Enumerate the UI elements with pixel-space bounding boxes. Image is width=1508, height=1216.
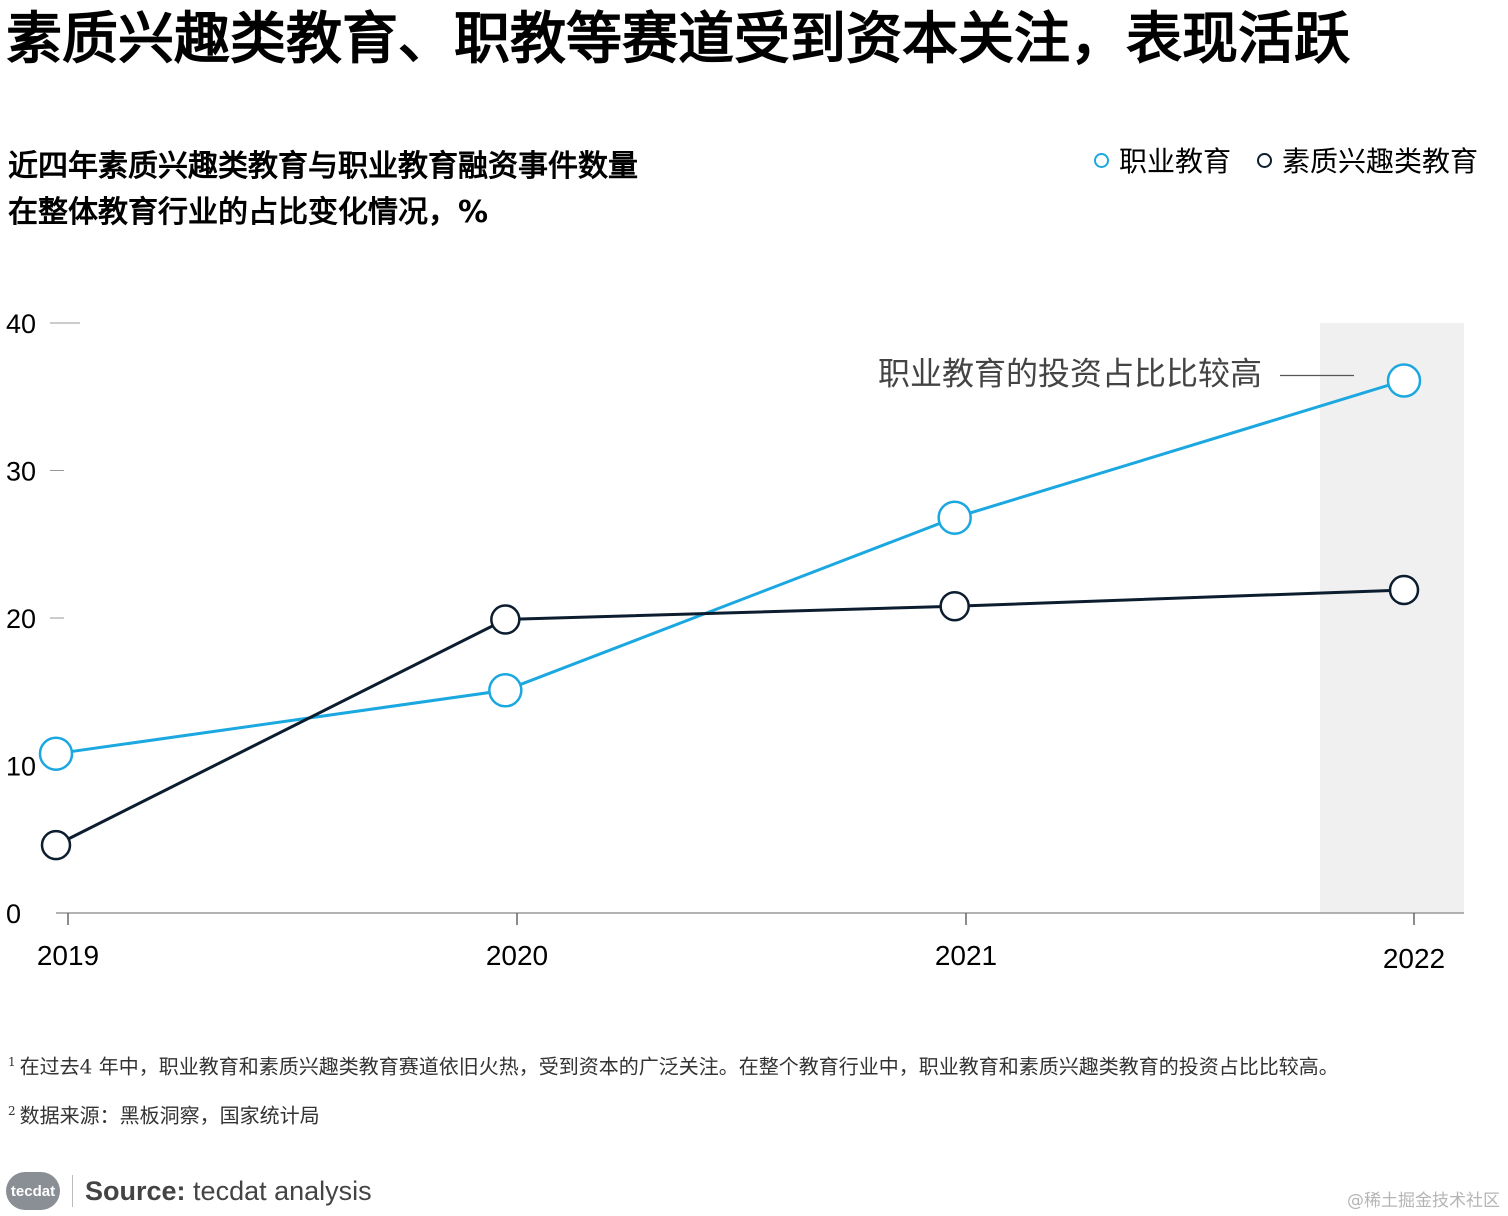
source-divider [72, 1175, 73, 1207]
y-tick-label: 40 [6, 309, 36, 339]
legend-item-vocational: 职业教育 [1093, 140, 1231, 180]
annotation-text: 职业教育的投资占比比较高 [878, 355, 1262, 393]
footnote-1-text: 在过去4 年中，职业教育和素质兴趣类教育赛道依旧火热，受到资本的广泛关注。在整个… [19, 1054, 1339, 1079]
data-point-vocational [937, 500, 972, 535]
data-point-vocational [488, 673, 523, 708]
series-line-quality [55, 588, 1405, 847]
y-tick-label: 10 [6, 752, 36, 782]
data-point-quality [939, 590, 970, 622]
source-value: tecdat analysis [193, 1175, 372, 1206]
highlight-band-2022 [1320, 323, 1464, 913]
data-point-quality [1388, 574, 1420, 606]
data-point-vocational [1386, 363, 1422, 398]
y-tick-label: 20 [6, 604, 36, 634]
chart-annotation: 职业教育的投资占比比较高 [878, 355, 1354, 393]
series-line-vocational [55, 379, 1405, 756]
footnote-1-mark: 1 [8, 1055, 16, 1069]
legend-marker-quality-icon [1256, 152, 1272, 168]
data-point-vocational [38, 736, 74, 771]
y-axis: 0 10 20 30 40 [6, 309, 80, 929]
page-title: 素质兴趣类教育、职教等赛道受到资本关注，表现活跃 [6, 7, 1350, 72]
tecdat-logo-icon: tecdat [6, 1172, 60, 1210]
legend-label-quality: 素质兴趣类教育 [1281, 145, 1478, 178]
y-tick-label: 30 [6, 457, 36, 487]
legend-marker-vocational-icon [1093, 152, 1109, 168]
x-tick-label: 2019 [37, 940, 99, 971]
watermark: @稀土掘金技术社区 [1347, 1191, 1500, 1211]
y-tick-label: 0 [6, 899, 21, 929]
chart-legend: 职业教育 素质兴趣类教育 [1093, 140, 1478, 180]
footnote-2-text: 数据来源：黑板洞察，国家统计局 [19, 1103, 320, 1128]
footnotes: 1 在过去4 年中，职业教育和素质兴趣类教育赛道依旧火热，受到资本的广泛关注。在整… [8, 1040, 1503, 1137]
footnote-1: 1 在过去4 年中，职业教育和素质兴趣类教育赛道依旧火热，受到资本的广泛关注。在整… [8, 1040, 1503, 1089]
legend-item-quality: 素质兴趣类教育 [1256, 140, 1478, 180]
legend-label-vocational: 职业教育 [1118, 145, 1231, 178]
data-point-quality [40, 829, 72, 861]
x-axis: 2019 2020 2021 2022 [37, 912, 1464, 974]
data-point-quality [490, 604, 521, 635]
series-group [38, 363, 1422, 861]
x-tick-label: 2021 [935, 940, 997, 971]
footnote-2: 2 数据来源：黑板洞察，国家统计局 [8, 1089, 1503, 1138]
source-label: Source: [85, 1175, 186, 1206]
source-line: tecdat Source: tecdat analysis [6, 1172, 372, 1210]
subtitle-line-2: 在整体教育行业的占比变化情况，% [8, 195, 489, 230]
x-tick-label: 2020 [486, 940, 548, 971]
footnote-2-mark: 2 [8, 1103, 16, 1118]
source-text: Source: tecdat analysis [85, 1176, 372, 1207]
x-tick-label: 2022 [1383, 943, 1445, 974]
line-chart: 0 10 20 30 40 2019 2020 2021 2022 职业教育的投资占比比较高 [6, 309, 1464, 974]
chart-subtitle: 近四年素质兴趣类教育与职业教育融资事件数量 在整体教育行业的占比变化情况，% [8, 144, 638, 236]
subtitle-line-1: 近四年素质兴趣类教育与职业教育融资事件数量 [8, 149, 638, 184]
